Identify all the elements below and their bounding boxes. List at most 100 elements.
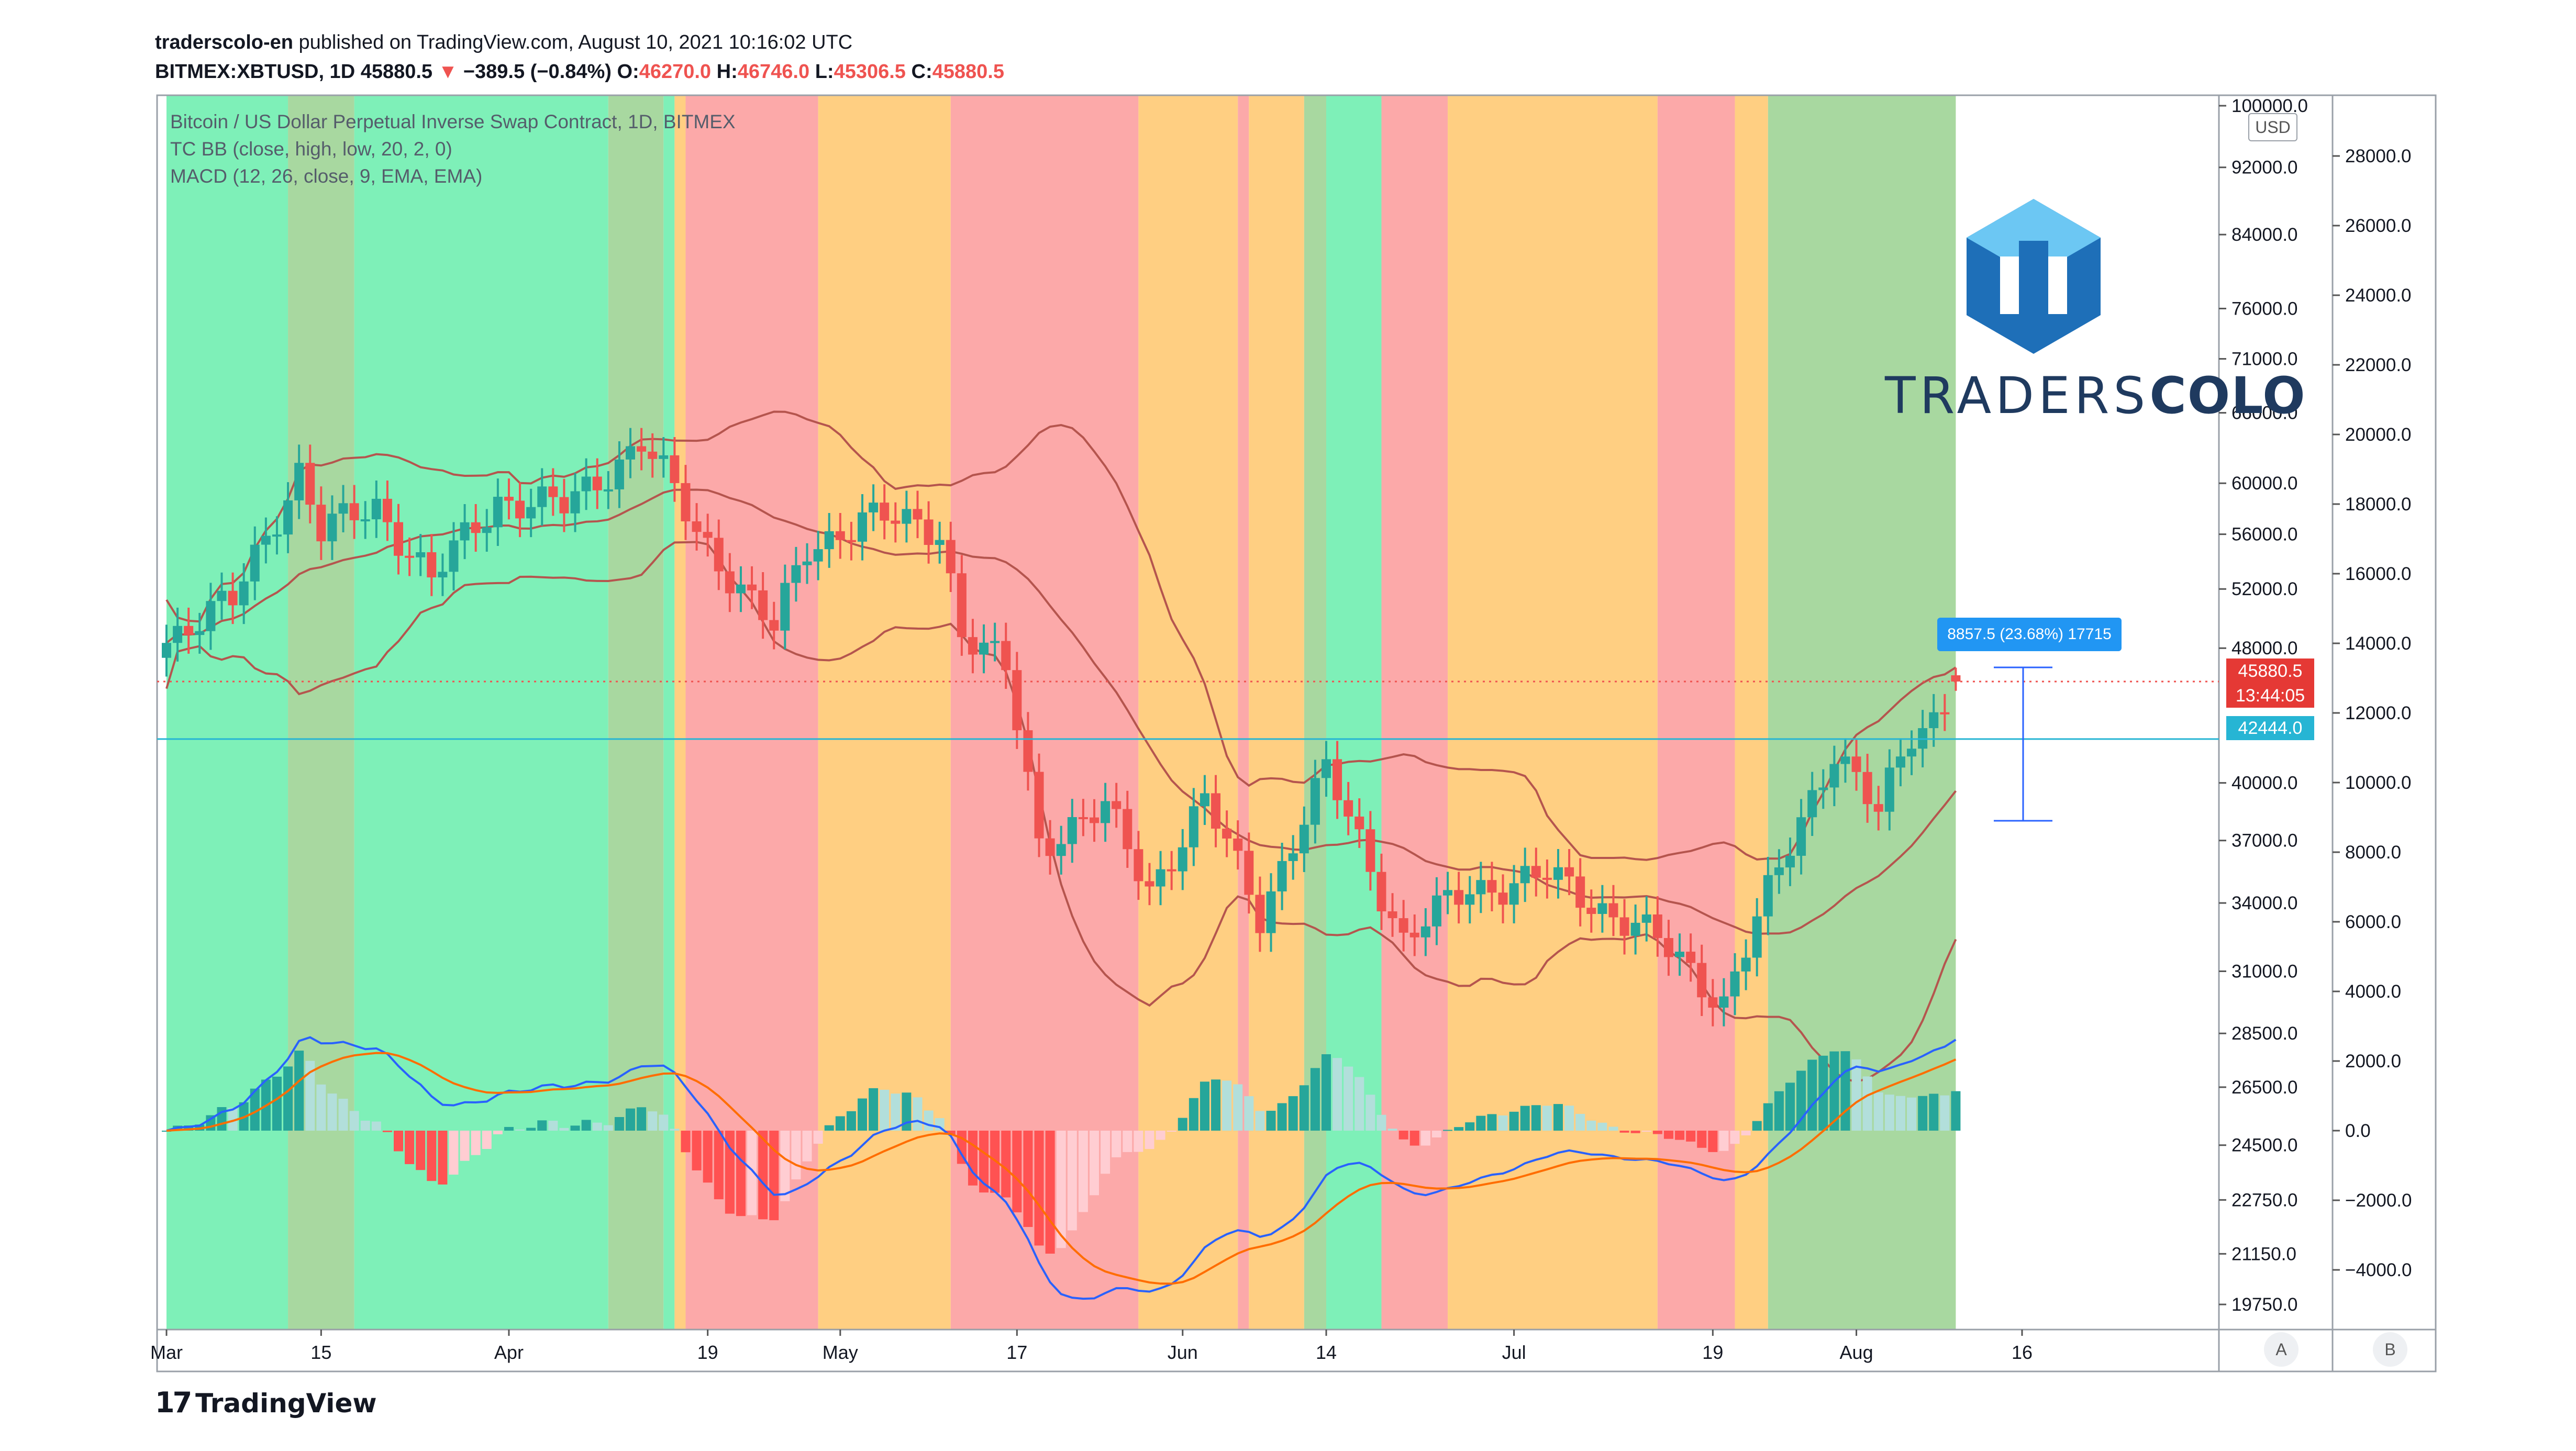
- macd-histogram-bar: [1398, 1131, 1408, 1140]
- candle-body: [1807, 790, 1817, 818]
- candle: [360, 501, 370, 539]
- macd-histogram-bar: [603, 1125, 613, 1131]
- candle-body: [1686, 952, 1696, 963]
- candle-body: [1597, 903, 1607, 914]
- regime-band-green: [663, 95, 675, 1330]
- candle-body: [1343, 800, 1353, 817]
- macd-histogram-bar: [184, 1125, 194, 1131]
- macd-histogram-bar: [1067, 1131, 1077, 1231]
- macd-histogram-bar: [824, 1125, 834, 1131]
- candle: [327, 495, 337, 560]
- candle-body: [1796, 817, 1806, 856]
- candle-body: [250, 544, 260, 582]
- candle-body: [482, 527, 492, 533]
- candle: [1785, 838, 1795, 886]
- macd-histogram-bar: [1354, 1077, 1364, 1131]
- macd-histogram-bar: [250, 1088, 260, 1131]
- macd-histogram-bar: [1498, 1115, 1508, 1131]
- macd-histogram-bar: [394, 1131, 403, 1152]
- macd-histogram-bar: [1045, 1131, 1055, 1254]
- price-tick-label: 22750.0: [2231, 1190, 2298, 1210]
- macd-histogram-bar: [1023, 1131, 1033, 1227]
- open-label: O:: [617, 61, 639, 83]
- candle-body: [858, 512, 867, 542]
- legend-title[interactable]: Bitcoin / US Dollar Perpetual Inverse Sw…: [170, 111, 736, 132]
- candle-body: [1244, 851, 1254, 895]
- candle-body: [1851, 756, 1861, 772]
- candle: [780, 564, 790, 650]
- candle: [1553, 849, 1563, 899]
- candle: [1686, 933, 1696, 982]
- close-label: C:: [911, 61, 932, 83]
- candle-body: [1730, 971, 1740, 997]
- macd-histogram-bar: [1056, 1131, 1066, 1248]
- macd-tick-label: 6000.0: [2345, 912, 2401, 932]
- candle: [1333, 741, 1342, 819]
- publisher-name[interactable]: traderscolo-en: [155, 31, 293, 53]
- bb-upper-line: [165, 410, 1957, 861]
- macd-tick-label: 4000.0: [2345, 981, 2401, 1002]
- candle: [559, 478, 569, 532]
- candle: [162, 624, 171, 677]
- candle-body: [1465, 894, 1475, 905]
- auto-scale-button[interactable]: A: [2264, 1332, 2299, 1367]
- candle-body: [626, 446, 635, 460]
- publish-text: published on TradingView.com, August 10,…: [298, 31, 853, 53]
- candle-body: [1045, 838, 1055, 856]
- regime-band-red: [950, 95, 1139, 1330]
- candle: [1663, 920, 1673, 976]
- candle: [1476, 862, 1486, 913]
- macd-histogram-bar: [1244, 1096, 1254, 1131]
- candle: [902, 490, 912, 543]
- candle-body: [1907, 749, 1917, 757]
- macd-histogram-bar: [515, 1129, 525, 1131]
- candle: [957, 555, 967, 656]
- regime-band-green: [166, 95, 288, 1330]
- candle-body: [802, 561, 812, 565]
- candle-body: [1697, 963, 1707, 998]
- candle: [747, 566, 757, 609]
- macd-histogram-bar: [228, 1108, 238, 1131]
- time-tick-label: 15: [310, 1342, 331, 1363]
- macd-histogram-bar: [1719, 1131, 1729, 1151]
- legend-macd[interactable]: MACD (12, 26, close, 9, EMA, EMA): [170, 165, 483, 187]
- candle-body: [1752, 916, 1762, 958]
- candle-body: [427, 552, 437, 578]
- symbol-label: BITMEX:XBTUSD, 1D: [155, 61, 356, 83]
- candle: [394, 504, 403, 575]
- macd-histogram-bar: [405, 1131, 415, 1164]
- currency-badge[interactable]: USD: [2248, 113, 2297, 141]
- price-tick-label: 21150.0: [2231, 1244, 2296, 1264]
- macd-histogram-bar: [769, 1131, 779, 1221]
- candle-body: [1652, 914, 1662, 939]
- price-tick-label: 48000.0: [2231, 638, 2298, 658]
- candle: [1365, 811, 1375, 891]
- legend-bb[interactable]: TC BB (close, high, low, 20, 2, 0): [170, 138, 452, 160]
- macd-histogram-bar: [1145, 1131, 1154, 1149]
- publish-line: traderscolo-en published on TradingView.…: [155, 31, 852, 54]
- candle-body: [1829, 764, 1839, 788]
- candle-body: [1409, 932, 1419, 937]
- macd-histogram-bar: [1663, 1131, 1673, 1139]
- price-tick-label: 37000.0: [2231, 831, 2298, 851]
- candle-body: [1763, 875, 1773, 917]
- traderscolo-wordmark: TRADERSCOLO: [1885, 366, 2306, 425]
- macd-histogram-bar: [1509, 1111, 1519, 1131]
- macd-histogram-bar: [537, 1120, 547, 1131]
- time-tick-label: May: [823, 1342, 858, 1363]
- candle-body: [1454, 890, 1464, 905]
- candle-body: [371, 498, 381, 520]
- scale-b-button[interactable]: B: [2373, 1332, 2407, 1367]
- candle: [1277, 843, 1287, 910]
- macd-histogram-bar: [1774, 1091, 1784, 1131]
- low-label: L:: [815, 61, 834, 83]
- candle-body: [1034, 772, 1044, 839]
- candle-body: [880, 503, 890, 521]
- candle: [1884, 749, 1894, 831]
- macd-tick-label: −2000.0: [2345, 1190, 2412, 1211]
- candle-body: [769, 620, 779, 631]
- macd-histogram-bar: [780, 1131, 790, 1201]
- macd-histogram-bar: [1112, 1131, 1122, 1157]
- tradingview-logo[interactable]: 17 TradingView: [155, 1386, 377, 1419]
